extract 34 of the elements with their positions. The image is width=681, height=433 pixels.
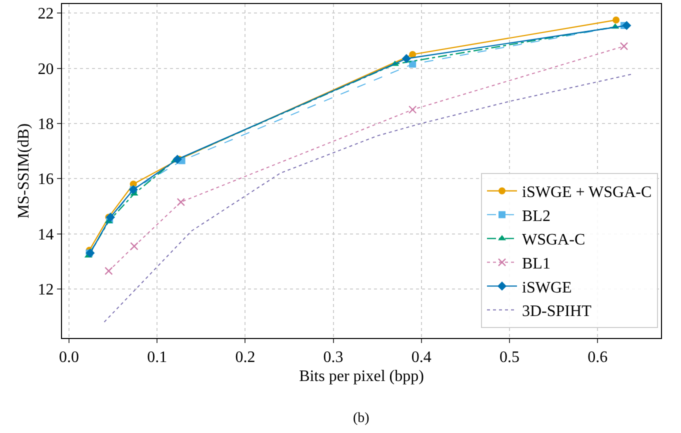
x-axis-title: Bits per pixel (bpp) xyxy=(299,368,424,385)
y-tick-label: 12 xyxy=(38,282,54,299)
point xyxy=(409,50,416,58)
point xyxy=(409,60,416,68)
x-tick-label: 0.3 xyxy=(323,349,344,366)
point xyxy=(612,16,620,24)
point xyxy=(130,242,138,250)
legend-label: iSWGE xyxy=(522,279,572,296)
legend-label: WSGA-C xyxy=(522,232,586,249)
legend-label: BL2 xyxy=(522,208,550,225)
x-tick-label: 0.6 xyxy=(588,349,608,366)
y-tick-label: 16 xyxy=(38,171,54,188)
point xyxy=(622,20,632,30)
y-tick-label: 14 xyxy=(38,226,54,244)
point xyxy=(106,212,115,222)
legend-label: BL1 xyxy=(522,256,550,273)
y-tick-label: 22 xyxy=(38,6,54,23)
y-tick-label: 18 xyxy=(38,116,54,134)
y-axis-title: MS-SSIM(dB) xyxy=(16,123,33,219)
x-tick-label: 0.5 xyxy=(499,349,520,366)
legend-label: 3D-SPIHT xyxy=(522,303,592,320)
x-tick-label: 0.2 xyxy=(235,349,256,366)
point xyxy=(172,154,182,164)
legend-label: iSWGE + WSGA-C xyxy=(522,184,652,202)
x-tick-label: 0.1 xyxy=(147,349,168,366)
point xyxy=(620,42,628,50)
x-tick-label: 0.4 xyxy=(411,349,432,366)
y-tick-label: 20 xyxy=(38,60,54,78)
point xyxy=(402,54,411,64)
text: (b) xyxy=(353,411,370,426)
point xyxy=(176,198,186,206)
point xyxy=(408,106,417,114)
point xyxy=(104,266,113,276)
x-tick-label: 0.0 xyxy=(59,349,80,366)
